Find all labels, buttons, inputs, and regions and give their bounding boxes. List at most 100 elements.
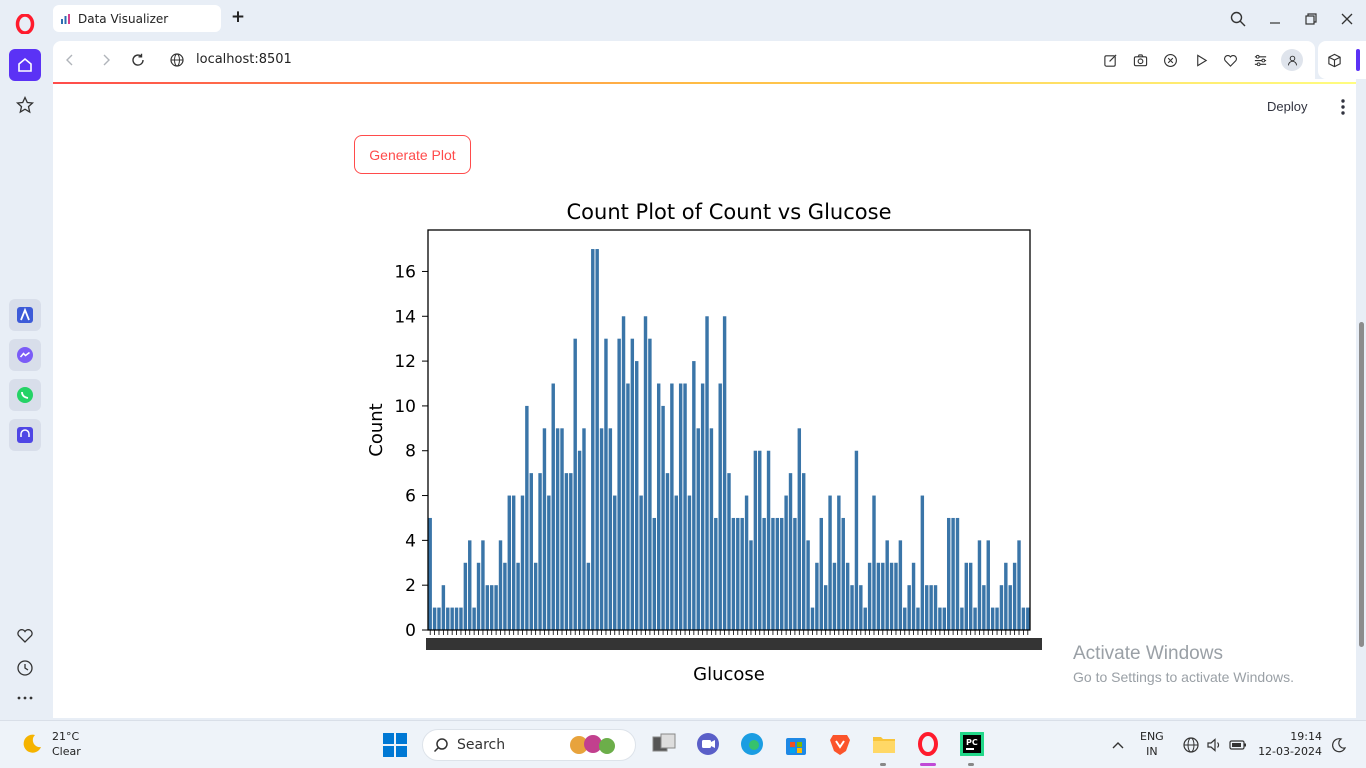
microsoft-store-icon[interactable]: [783, 731, 809, 757]
language-code: ENG: [1140, 730, 1164, 743]
bar: [986, 540, 990, 630]
new-tab-plus-icon[interactable]: +: [230, 7, 246, 27]
bar: [630, 338, 635, 630]
whatsapp-icon[interactable]: [9, 379, 41, 411]
bar: [815, 562, 819, 630]
main-menu-kebab-icon[interactable]: [1338, 98, 1348, 116]
deploy-button[interactable]: Deploy: [1267, 99, 1308, 114]
taskbar-search[interactable]: Search: [422, 729, 636, 761]
bar: [894, 562, 898, 630]
bar: [648, 338, 652, 630]
file-explorer-icon[interactable]: [871, 731, 897, 757]
weather-widget[interactable]: 21°C Clear: [20, 729, 81, 759]
page-scrollbar[interactable]: [1359, 322, 1364, 647]
player-play-icon[interactable]: [1192, 51, 1210, 69]
reload-icon[interactable]: [129, 51, 147, 69]
bar: [749, 540, 753, 630]
system-clock[interactable]: 19:14 12-03-2024: [1256, 729, 1322, 759]
bar: [542, 428, 547, 630]
bar: [613, 495, 617, 630]
network-globe-icon[interactable]: [1182, 736, 1200, 754]
search-tabs-icon[interactable]: [1228, 9, 1248, 29]
search-highlight-flowers-icon: [570, 735, 616, 754]
profile-icon[interactable]: [1281, 49, 1303, 71]
bar: [432, 607, 437, 630]
bar: [516, 562, 520, 630]
x-axis-label: Glucose: [693, 664, 765, 685]
restore-icon[interactable]: [1301, 9, 1321, 29]
language-indicator[interactable]: ENG IN: [1140, 729, 1164, 759]
bar: [450, 607, 454, 630]
bookmarks-star-icon[interactable]: [9, 89, 41, 121]
bar: [859, 585, 863, 630]
bar: [639, 495, 643, 630]
speaker-volume-icon[interactable]: [1205, 736, 1223, 754]
bar: [995, 607, 999, 630]
home-icon[interactable]: [9, 49, 41, 81]
history-clock-icon[interactable]: [9, 652, 41, 684]
bar: [933, 585, 938, 630]
heart-icon[interactable]: [9, 620, 41, 652]
favorite-heart-icon[interactable]: [1221, 51, 1239, 69]
bar: [885, 540, 889, 630]
brave-browser-icon[interactable]: [827, 731, 853, 757]
bar: [714, 517, 718, 630]
notifications-moon-icon[interactable]: [1331, 737, 1347, 753]
bar: [678, 383, 683, 630]
camera-snapshot-icon[interactable]: [1131, 51, 1149, 69]
sidebar-toggle-handle[interactable]: [1356, 49, 1360, 71]
bar: [968, 562, 973, 630]
music-player-icon[interactable]: [9, 419, 41, 451]
y-tick-label: 12: [394, 352, 416, 372]
bar: [709, 428, 714, 630]
bar: [503, 562, 507, 630]
more-dots-icon[interactable]: [9, 682, 41, 714]
generate-plot-button[interactable]: Generate Plot: [354, 135, 471, 174]
bar: [437, 607, 441, 630]
bar: [459, 607, 463, 630]
bar: [990, 607, 995, 630]
chevron-up-icon[interactable]: [1110, 738, 1126, 754]
bar: [801, 473, 806, 630]
adblock-shield-icon[interactable]: [1161, 51, 1179, 69]
easy-setup-icon[interactable]: [1251, 51, 1269, 69]
bar: [599, 428, 604, 630]
bar: [692, 361, 696, 630]
bar: [476, 562, 481, 630]
battery-icon[interactable]: [1228, 736, 1248, 754]
minimize-icon[interactable]: [1265, 9, 1285, 29]
edge-browser-icon[interactable]: [739, 731, 765, 757]
page-content: Deploy Generate Plot: [53, 79, 1356, 718]
bar: [758, 450, 762, 630]
pycharm-icon[interactable]: PC: [959, 731, 985, 757]
bar: [942, 607, 947, 630]
windows-start-icon[interactable]: [382, 732, 408, 758]
search-icon: [433, 738, 448, 753]
bar: [784, 495, 788, 630]
tab-data-visualizer[interactable]: Data Visualizer: [53, 5, 221, 32]
opera-active-indicator: [920, 763, 936, 766]
bar: [485, 585, 490, 630]
bar: [1021, 607, 1026, 630]
messenger-icon[interactable]: [9, 339, 41, 371]
bar: [560, 428, 564, 630]
bar-chart-icon: [61, 13, 70, 24]
opera-logo-icon[interactable]: [9, 8, 41, 40]
extensions-cube-icon[interactable]: [1325, 51, 1343, 69]
bar: [573, 338, 577, 630]
share-edit-icon[interactable]: [1101, 51, 1119, 69]
close-icon[interactable]: [1337, 9, 1357, 29]
bar: [582, 428, 586, 630]
back-arrow-icon[interactable]: [61, 51, 79, 69]
url-text[interactable]: localhost:8501: [196, 52, 292, 67]
bar: [551, 383, 555, 630]
task-view-icon[interactable]: [651, 731, 677, 757]
aria-ai-icon[interactable]: [9, 299, 41, 331]
forward-arrow-icon[interactable]: [97, 51, 115, 69]
bar: [823, 585, 828, 630]
bar: [525, 405, 529, 630]
teams-meet-icon[interactable]: [695, 731, 721, 757]
bar: [718, 383, 722, 630]
opera-taskbar-icon[interactable]: [915, 731, 941, 757]
bar: [982, 585, 986, 630]
